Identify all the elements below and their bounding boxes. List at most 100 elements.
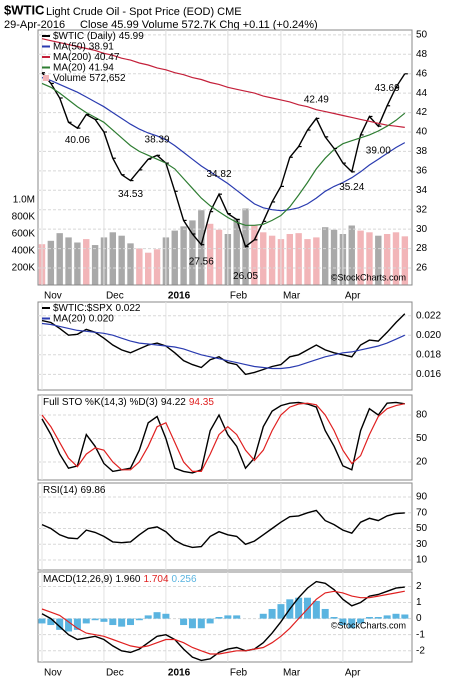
volume-bar bbox=[198, 210, 205, 285]
y-tick-label: 48 bbox=[416, 49, 428, 60]
histogram-bar bbox=[73, 618, 81, 630]
volume-bar bbox=[392, 232, 400, 285]
volume-bar bbox=[153, 249, 161, 285]
histogram-bar bbox=[224, 615, 232, 619]
volume-bar bbox=[215, 229, 223, 285]
y-tick-label: 90 bbox=[416, 492, 428, 503]
legend-text: 45.99 bbox=[119, 31, 144, 42]
y-tick-label: 70 bbox=[416, 507, 428, 518]
legend-text: $WTIC:$SPX bbox=[53, 303, 113, 314]
subtitle: Light Crude Oil - Spot Price (EOD) CME bbox=[46, 6, 242, 18]
y-tick-label: -2 bbox=[416, 645, 425, 656]
histogram-bar bbox=[339, 618, 347, 626]
legend-entry: MA(20) 41.94 bbox=[53, 62, 114, 73]
histogram-bar bbox=[188, 618, 196, 629]
volume-bar bbox=[109, 232, 116, 285]
x-tick-label: Feb bbox=[230, 668, 248, 679]
price-annotation: 26.05 bbox=[233, 271, 258, 282]
x-tick-label: 2016 bbox=[168, 291, 191, 302]
histogram-bar bbox=[65, 618, 73, 632]
volume-bar bbox=[322, 227, 329, 285]
x-tick-label: Apr bbox=[345, 668, 361, 679]
histogram-bar bbox=[100, 618, 108, 622]
legend-text: 572,652 bbox=[89, 73, 126, 84]
histogram-bar bbox=[180, 618, 188, 626]
volume-bar bbox=[401, 236, 409, 285]
legend-text: 1.704 bbox=[144, 574, 169, 585]
legend-text: RSI(14) bbox=[43, 485, 77, 496]
volume-bar bbox=[313, 237, 320, 285]
price-annotation: 40.06 bbox=[65, 135, 90, 146]
histogram-bar bbox=[153, 612, 161, 619]
y-tick-label: 0 bbox=[416, 613, 422, 624]
x-tick-label: Mar bbox=[283, 668, 301, 679]
volume-bar bbox=[145, 252, 152, 285]
histogram-bar bbox=[268, 608, 276, 619]
legend-entry: $WTIC (Daily) 45.99 bbox=[53, 31, 144, 42]
legend-text: Volume bbox=[53, 73, 87, 84]
y-tick-label: 40 bbox=[416, 127, 428, 138]
series-line bbox=[41, 77, 406, 212]
legend-text: 0.020 bbox=[89, 313, 114, 324]
histogram-bar bbox=[374, 617, 382, 619]
volume-bar bbox=[251, 225, 258, 285]
volume-bar bbox=[56, 233, 63, 285]
panel-frame bbox=[37, 301, 413, 391]
histogram-bar bbox=[135, 618, 143, 621]
volume-bar bbox=[206, 223, 214, 285]
series-line bbox=[41, 402, 405, 472]
y-tick-label: 36 bbox=[416, 165, 428, 176]
volume-tick-label: 800K bbox=[12, 212, 36, 223]
histogram-bar bbox=[321, 608, 329, 619]
x-tick-label: Nov bbox=[44, 668, 62, 679]
volume-bar bbox=[91, 245, 99, 285]
legend-entry: MA(200) 40.47 bbox=[53, 52, 120, 63]
histogram-bar bbox=[162, 613, 170, 619]
y-tick-label: 34 bbox=[416, 185, 428, 196]
x-tick-label: Dec bbox=[106, 668, 124, 679]
legend-text: MA(20) bbox=[53, 313, 86, 324]
panel-frame bbox=[37, 394, 413, 481]
legend-text: 41.94 bbox=[89, 62, 114, 73]
y-tick-label: 30 bbox=[416, 539, 428, 550]
volume-tick-label: 1.0M bbox=[13, 195, 35, 206]
histogram-bar bbox=[357, 618, 365, 624]
legend-entry: MA(50) 38.91 bbox=[53, 41, 114, 52]
volume-bar bbox=[295, 233, 302, 285]
volume-tick-label: 600K bbox=[12, 229, 36, 240]
y-tick-label: 0.022 bbox=[416, 310, 441, 321]
price-annotation: 35.24 bbox=[339, 182, 364, 193]
y-tick-label: 38 bbox=[416, 146, 428, 157]
histogram-bar bbox=[47, 618, 55, 626]
histogram-bar bbox=[383, 615, 391, 619]
x-tick-label: Nov bbox=[44, 291, 62, 302]
volume-bar bbox=[189, 220, 196, 285]
legend-text: 94.22 bbox=[161, 397, 186, 408]
legend-swatch bbox=[43, 75, 49, 81]
legend-text: 69.86 bbox=[80, 485, 105, 496]
legend-entry: $WTIC:$SPX 0.022 bbox=[53, 303, 141, 314]
volume-bar bbox=[286, 234, 293, 285]
y-tick-label: 0.016 bbox=[416, 369, 441, 380]
histogram-bar bbox=[206, 618, 214, 624]
y-tick-label: 0.018 bbox=[416, 349, 441, 360]
symbol: $WTIC bbox=[4, 2, 45, 17]
y-tick-label: 80 bbox=[416, 410, 428, 421]
volume-bar bbox=[260, 232, 267, 285]
volume-bar bbox=[47, 240, 55, 285]
series-line bbox=[41, 509, 405, 549]
legend-text: MA(200) bbox=[53, 52, 91, 63]
y-tick-label: 50 bbox=[416, 433, 428, 444]
histogram-bar bbox=[118, 618, 126, 627]
histogram-bar bbox=[197, 618, 205, 629]
legend-text: MACD(12,26,9) bbox=[43, 574, 112, 585]
volume-bar bbox=[83, 239, 90, 285]
x-tick-label: Mar bbox=[283, 291, 301, 302]
x-tick-label: Apr bbox=[345, 291, 361, 302]
histogram-bar bbox=[392, 613, 400, 619]
series-line bbox=[41, 590, 405, 655]
y-tick-label: 50 bbox=[416, 523, 428, 534]
histogram-bar bbox=[365, 617, 373, 619]
y-tick-label: 20 bbox=[416, 457, 428, 468]
